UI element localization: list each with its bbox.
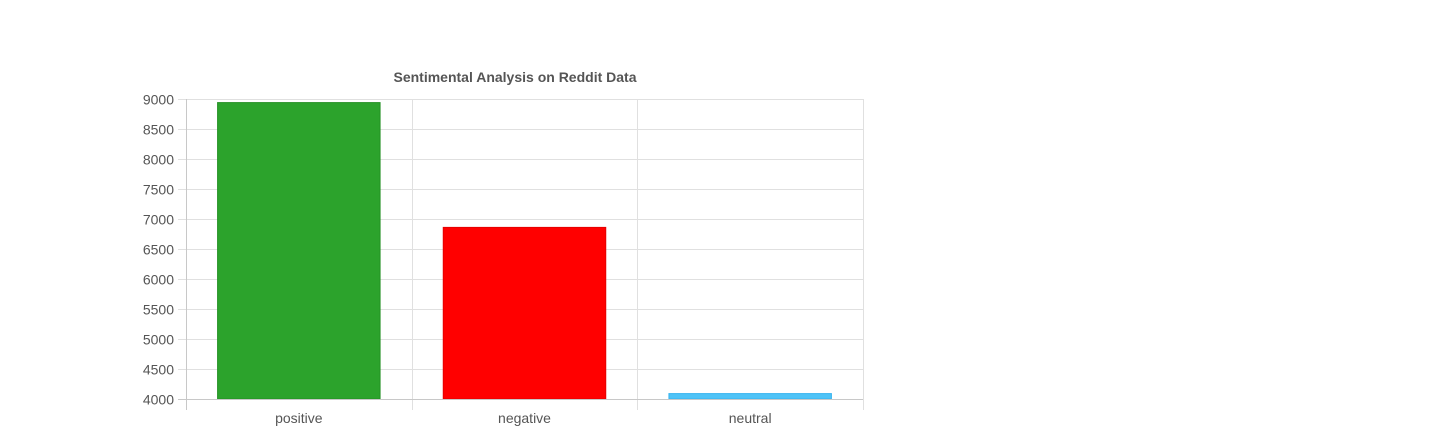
y-tick-label: 6000 [143,272,174,288]
y-tick-label: 7500 [143,182,174,198]
y-tick-label: 4000 [143,392,174,408]
x-tick-label-negative: negative [498,410,551,426]
bar-negative [442,226,607,400]
y-tick-label: 9000 [143,92,174,108]
bar-neutral [668,393,832,400]
bar-layer [217,102,832,400]
y-tick-labels: 4000 4500 5000 5500 6000 6500 7000 7500 8000 8500… [143,92,174,408]
chart-title: Sentimental Analysis on Reddit Data [394,69,637,85]
y-tick-label: 4500 [143,362,174,378]
y-tick-label: 5500 [143,302,174,318]
y-tick-label: 6500 [143,242,174,258]
x-tick-labels: positive negative neutral [275,410,771,426]
y-tick-label: 7000 [143,212,174,228]
y-tick-label: 5000 [143,332,174,348]
x-tick-label-positive: positive [275,410,323,426]
y-tick-label: 8500 [143,122,174,138]
bar-positive [217,102,381,400]
y-tick-label: 8000 [143,152,174,168]
x-tick-label-neutral: neutral [729,410,772,426]
